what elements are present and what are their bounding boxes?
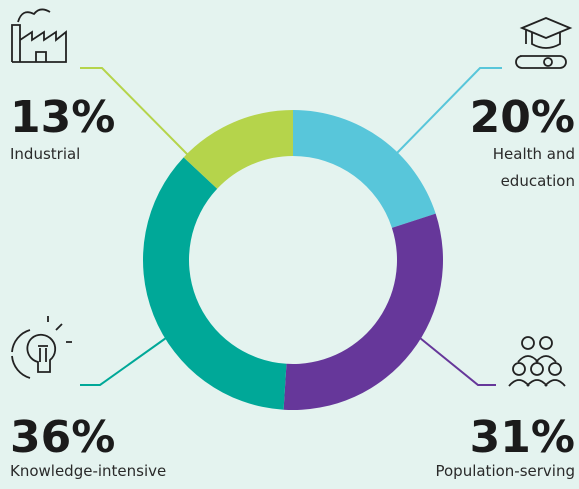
leader-line — [419, 337, 496, 386]
graduation-icon — [515, 17, 573, 69]
people-icon — [508, 336, 566, 387]
factory-icon — [11, 8, 67, 63]
category-label: Industrial — [10, 145, 81, 163]
donut-slice — [143, 157, 287, 410]
category-label: Population-serving — [435, 462, 575, 480]
donut-slice — [293, 110, 436, 228]
leader-line — [396, 67, 502, 154]
donut-slice — [283, 213, 443, 410]
leader-lines — [80, 67, 502, 386]
percentage-label: 31% — [469, 412, 575, 463]
category-label: Knowledge-intensive — [10, 462, 167, 480]
percentage-label: 36% — [10, 412, 116, 463]
leader-line — [80, 67, 189, 156]
icons — [11, 8, 573, 387]
percentage-label: 20% — [469, 92, 575, 143]
donut-slice — [183, 110, 293, 189]
category-label: Health and education — [492, 145, 575, 190]
leader-line — [80, 337, 167, 386]
lightbulb-icon — [11, 316, 72, 379]
percentage-label: 13% — [10, 92, 116, 143]
